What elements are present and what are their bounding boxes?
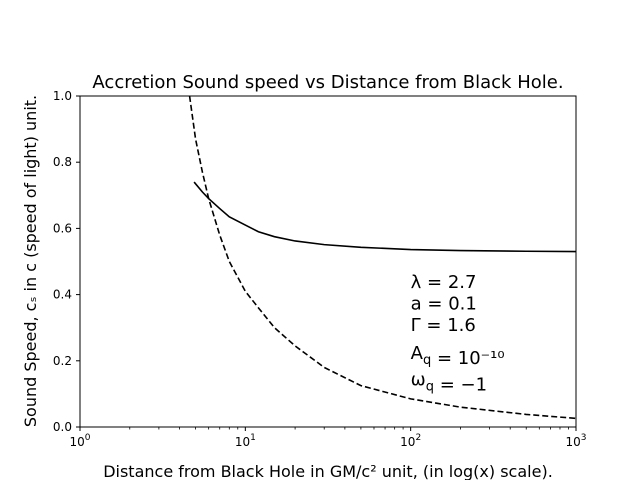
- chart-title: Accretion Sound speed vs Distance from B…: [92, 72, 563, 93]
- y-tick-label: 0.8: [53, 155, 72, 169]
- parameter-annotation: Γ = 1.6: [411, 315, 476, 336]
- y-tick-label: 0.0: [53, 420, 72, 434]
- plot-frame: [79, 95, 577, 428]
- x-axis-label: Distance from Black Hole in GM/c² unit, …: [103, 462, 553, 480]
- parameter-annotation: a = 0.1: [411, 293, 477, 314]
- x-tick-label: 102: [400, 433, 421, 449]
- parameter-annotation: ωq = −1: [411, 370, 487, 396]
- parameter-annotation: Aq = 10⁻¹⁰: [411, 343, 505, 369]
- parameter-annotation: λ = 2.7: [411, 272, 477, 293]
- dashed-series-line: [188, 96, 576, 420]
- y-tick-label: 0.4: [53, 288, 72, 302]
- y-tick-label: 1.0: [53, 89, 72, 103]
- plot-area: [188, 96, 576, 420]
- y-axis-label: Sound Speed, cₛ in c (speed of light) un…: [21, 95, 40, 427]
- solid-series-line: [193, 181, 576, 253]
- y-tick-label: 0.6: [53, 221, 72, 235]
- x-tick-label: 103: [565, 433, 586, 449]
- x-tick-label: 101: [235, 433, 256, 449]
- y-tick-label: 0.2: [53, 354, 72, 368]
- axis-ticks: 0.0 0.2 0.4 0.6 0.8 1.0 100 101 102 103: [53, 89, 587, 449]
- x-tick-label: 100: [69, 433, 90, 449]
